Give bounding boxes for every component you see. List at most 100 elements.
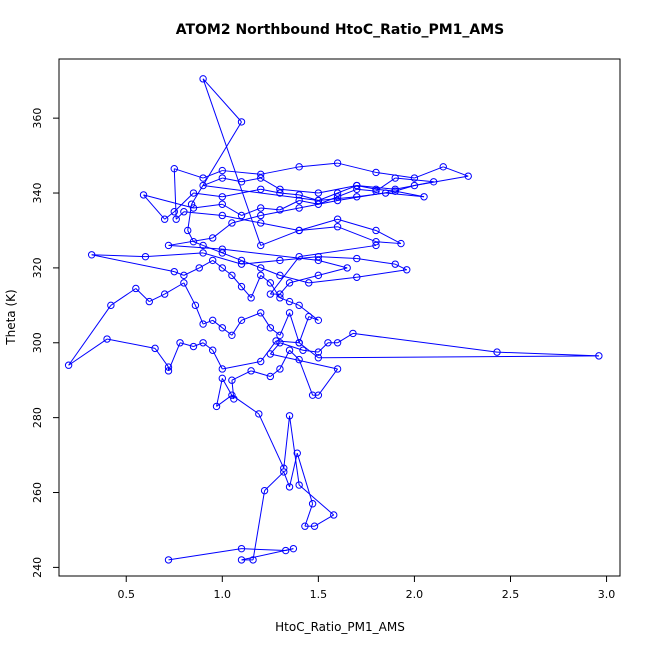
data-point	[199, 174, 207, 182]
data-point	[170, 208, 178, 216]
x-tick-label: 1.0	[214, 588, 232, 601]
series-segment	[110, 288, 137, 306]
series-segment	[375, 230, 402, 245]
series-segment	[143, 194, 194, 209]
series-segment	[375, 241, 402, 245]
data-point	[266, 324, 275, 332]
series-segment	[298, 316, 310, 343]
data-point	[276, 339, 284, 347]
series-segment	[314, 514, 334, 527]
data-point	[218, 200, 227, 208]
series-segment	[216, 378, 223, 407]
data-point	[289, 544, 298, 553]
series-segment	[252, 490, 266, 560]
series-segment	[193, 241, 204, 246]
data-point	[330, 511, 338, 519]
data-point	[257, 271, 265, 280]
series-segment	[193, 192, 223, 198]
series-segment	[199, 259, 213, 269]
data-point	[237, 316, 246, 325]
series-segment	[173, 192, 194, 213]
series-segment	[318, 185, 357, 194]
series-segment	[91, 254, 146, 258]
series-segment	[318, 196, 357, 202]
data-point	[139, 191, 148, 199]
data-point	[372, 241, 380, 250]
data-point	[324, 339, 332, 347]
series-segment	[202, 342, 214, 351]
data-point	[429, 178, 438, 186]
data-point	[228, 271, 236, 280]
series-segment	[289, 274, 319, 284]
data-point	[333, 159, 342, 167]
data-point	[493, 348, 501, 356]
series-segment	[308, 276, 357, 284]
data-point	[87, 251, 96, 259]
data-point	[333, 223, 342, 231]
series-segment	[395, 190, 425, 198]
data-point	[333, 189, 342, 197]
plot-area-frame	[58, 58, 621, 577]
data-point	[237, 211, 246, 220]
data-point	[199, 249, 207, 257]
data-point	[353, 181, 361, 190]
series-segment	[212, 260, 223, 269]
data-point	[208, 256, 217, 265]
x-axis-label: HtoC_Ratio_PM1_AMS	[275, 620, 405, 634]
data-point	[237, 260, 246, 268]
data-point	[189, 342, 198, 351]
data-point	[372, 237, 380, 246]
data-point	[208, 346, 217, 354]
series-segment	[352, 332, 498, 353]
series-segment	[298, 359, 314, 396]
series-segment	[299, 218, 338, 231]
data-point	[228, 219, 236, 227]
data-point	[301, 522, 309, 530]
series-segment	[222, 360, 261, 370]
series-segment	[299, 244, 377, 258]
data-point	[107, 301, 115, 310]
series-segment	[264, 471, 285, 492]
series-segment	[394, 263, 407, 271]
data-point	[237, 256, 246, 265]
data-point	[353, 254, 361, 263]
data-point	[103, 335, 111, 343]
series-segment	[241, 286, 252, 299]
data-point	[314, 354, 323, 362]
data-point	[295, 226, 303, 235]
data-point	[218, 245, 227, 253]
data-point	[145, 297, 153, 306]
x-tick-label: 0.5	[117, 588, 135, 601]
y-tick-label: 240	[31, 557, 44, 578]
data-point	[353, 185, 361, 193]
series-segment	[260, 177, 281, 190]
data-point	[314, 391, 323, 399]
data-point	[237, 544, 246, 553]
series-segment	[356, 269, 407, 278]
data-point	[237, 282, 246, 291]
data-point	[314, 256, 323, 265]
series-segment	[443, 166, 469, 177]
data-point	[164, 367, 173, 375]
data-point	[391, 187, 399, 195]
series-segment	[222, 214, 261, 224]
series-segment	[298, 304, 319, 321]
data-point	[218, 249, 227, 257]
y-tick-label: 360	[31, 108, 44, 129]
data-point	[381, 189, 390, 197]
series-segment	[270, 327, 281, 336]
series-segment	[298, 484, 335, 516]
series-segment	[317, 368, 338, 396]
series-segment	[283, 415, 291, 469]
data-point	[199, 241, 207, 250]
series-segment	[212, 319, 223, 329]
data-point	[333, 365, 342, 373]
data-point	[280, 468, 288, 476]
data-point	[187, 200, 196, 208]
data-point	[276, 271, 284, 280]
data-point	[595, 352, 603, 360]
series-segment	[179, 342, 194, 347]
series-segment	[304, 503, 314, 527]
data-point	[164, 556, 173, 564]
